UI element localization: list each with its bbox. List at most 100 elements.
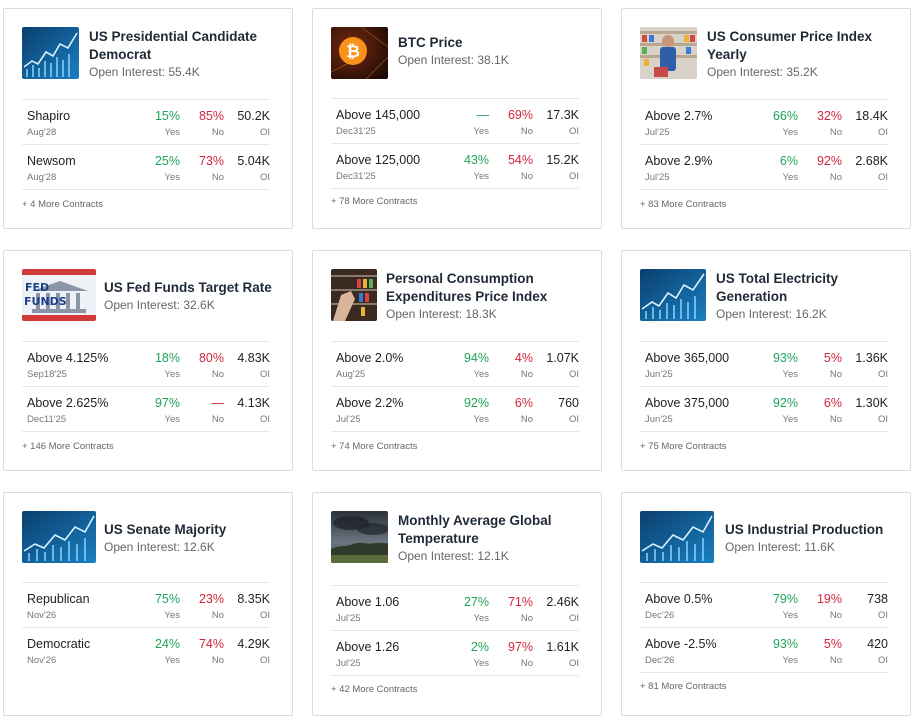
yes-price[interactable]: 6% Yes [758,154,798,183]
no-price[interactable]: 74% No [184,637,224,666]
oi-value: 1.36K [855,351,888,365]
more-contracts-link[interactable]: + 75 More Contracts [640,441,727,452]
no-price[interactable]: 32% No [802,109,842,138]
more-contracts-link[interactable]: + 74 More Contracts [331,441,418,452]
no-label: No [520,613,533,624]
oi-value: 738 [867,592,888,606]
yes-price[interactable]: 79% Yes [758,592,798,621]
yes-price[interactable]: 24% Yes [140,637,180,666]
no-price[interactable]: — No [184,396,225,425]
market-card-global-temperature[interactable]: Monthly Average Global Temperature Open … [312,492,602,716]
yes-price[interactable]: 2% Yes [449,640,489,669]
no-price[interactable]: 97% No [493,640,533,669]
yes-price[interactable]: — Yes [449,108,490,137]
no-price[interactable]: 23% No [184,592,224,621]
contract-label: Above 365,000 [645,351,730,365]
more-contracts-link[interactable]: + 42 More Contracts [331,684,418,695]
yes-price[interactable]: 43% Yes [449,153,489,182]
market-title[interactable]: US Senate Majority [104,521,227,537]
contract-label: Newsom [27,154,76,168]
no-price[interactable]: 69% No [493,108,533,137]
more-contracts-link[interactable]: + 81 More Contracts [640,681,727,692]
contract-row[interactable]: Above 2.2% Jul'25 92% Yes 6% No 760 OI [331,386,579,432]
oi-value: 5.04K [237,154,270,168]
no-label: No [211,369,224,380]
no-price[interactable]: 73% No [184,154,224,183]
contracts-list: Above 4.125% Sep18'25 18% Yes 80% No 4.83K… [22,341,270,432]
yes-price[interactable]: 15% Yes [140,109,180,138]
yes-price[interactable]: 97% Yes [140,396,180,425]
market-title[interactable]: US Presidential Candidate Democrat [89,28,258,62]
contract-row[interactable]: Democratic Nov'26 24% Yes 74% No 4.29K OI [22,627,270,672]
contract-row[interactable]: Above 4.125% Sep18'25 18% Yes 80% No 4.83K… [22,341,270,386]
yes-price[interactable]: 92% Yes [758,396,798,425]
contract-row[interactable]: Above 365,000 Jun'25 93% Yes 5% No 1.36K OI [640,341,888,386]
contract-row[interactable]: Above 375,000 Jun'25 92% Yes 6% No 1.30K OI [640,386,888,432]
contract-row[interactable]: Republican Nov'26 75% Yes 23% No 8.35K OI [22,582,270,627]
no-value: 5% [823,637,842,651]
oi-label: OI [568,171,579,182]
yes-label: Yes [782,127,799,138]
market-card-btc-price[interactable]: ₿ BTC Price Open Interest: 38.1K Above 1… [312,8,602,229]
yes-price[interactable]: 18% Yes [140,351,180,380]
yes-price[interactable]: 75% Yes [140,592,180,621]
market-title[interactable]: BTC Price [398,34,463,50]
contract-row[interactable]: Above 145,000 Dec31'25 — Yes 69% No 17.3K O… [331,98,579,143]
market-title[interactable]: US Fed Funds Target Rate [104,279,272,295]
contract-date: Jul'25 [645,172,670,183]
market-title[interactable]: US Industrial Production [725,521,884,537]
market-title[interactable]: Personal Consumption Expenditures Price … [386,270,548,304]
yes-price[interactable]: 93% Yes [758,351,798,380]
card-header: Monthly Average Global Temperature Open … [331,511,591,563]
market-card-pce-index[interactable]: Personal Consumption Expenditures Price … [312,250,602,471]
market-card-electricity-generation[interactable]: US Total Electricity Generation Open Int… [621,250,911,471]
market-card-cpi-yearly[interactable]: US Consumer Price Index Yearly Open Inte… [621,8,911,229]
contract-row[interactable]: Above 2.9% Jul'25 6% Yes 92% No 2.68K OI [640,144,888,190]
open-interest: Open Interest: 12.6K [104,539,215,554]
no-price[interactable]: 80% No [184,351,224,380]
contract-row[interactable]: Above 2.625% Dec11'25 97% Yes — No 4.13K OI [22,386,270,432]
market-title[interactable]: US Consumer Price Index Yearly [707,28,873,62]
no-price[interactable]: 5% No [802,637,842,666]
more-contracts-link[interactable]: + 78 More Contracts [331,196,418,207]
no-price[interactable]: 19% No [802,592,842,621]
contract-row[interactable]: Above 1.06 Jul'25 27% Yes 71% No 2.46K OI [331,585,579,630]
no-price[interactable]: 6% No [493,396,533,425]
contract-row[interactable]: Above 2.0% Aug'25 94% Yes 4% No 1.07K OI [331,341,579,386]
market-title[interactable]: Monthly Average Global Temperature [398,512,552,546]
contract-row[interactable]: Above 0.5% Dec'26 79% Yes 19% No 738 OI [640,582,888,627]
contract-row[interactable]: Above 1.26 Jul'25 2% Yes 97% No 1.61K OI [331,630,579,676]
contract-row[interactable]: Newsom Aug'28 25% Yes 73% No 5.04K OI [22,144,270,190]
no-price[interactable]: 5% No [802,351,842,380]
contract-date: Sep18'25 [27,369,67,380]
no-price[interactable]: 6% No [802,396,842,425]
market-card-presidential-democrat[interactable]: US Presidential Candidate Democrat Open … [3,8,293,229]
market-card-senate-majority[interactable]: US Senate Majority Open Interest: 12.6K … [3,492,293,716]
yes-price[interactable]: 94% Yes [449,351,489,380]
more-contracts-link[interactable]: + 146 More Contracts [22,441,114,452]
yes-price[interactable]: 92% Yes [449,396,489,425]
yes-price[interactable]: 25% Yes [140,154,180,183]
card-header: Personal Consumption Expenditures Price … [331,269,591,321]
card-header: US Total Electricity Generation Open Int… [640,269,900,321]
market-card-industrial-production[interactable]: US Industrial Production Open Interest: … [621,492,911,716]
card-header: ₿ BTC Price Open Interest: 38.1K [331,27,591,79]
contract-row[interactable]: Above 125,000 Dec31'25 43% Yes 54% No 15.2… [331,143,579,189]
market-title[interactable]: US Total Electricity Generation [716,270,839,304]
no-price[interactable]: 4% No [493,351,533,380]
more-contracts-link[interactable]: + 83 More Contracts [640,199,727,210]
yes-price[interactable]: 93% Yes [758,637,798,666]
no-price[interactable]: 85% No [184,109,224,138]
oi-value: 8.35K [237,592,270,606]
yes-price[interactable]: 27% Yes [449,595,489,624]
no-price[interactable]: 92% No [802,154,842,183]
contract-row[interactable]: Above 2.7% Jul'25 66% Yes 32% No 18.4K OI [640,99,888,144]
no-price[interactable]: 71% No [493,595,533,624]
contract-row[interactable]: Shapiro Aug'28 15% Yes 85% No 50.2K OI [22,99,270,144]
contract-row[interactable]: Above -2.5% Dec'26 93% Yes 5% No 420 OI [640,627,888,673]
contract-label: Democratic [27,637,91,651]
market-card-fed-funds[interactable]: FED FUNDS US Fed Funds Target Rate Open I… [3,250,293,471]
yes-price[interactable]: 66% Yes [758,109,798,138]
more-contracts-link[interactable]: + 4 More Contracts [22,199,104,210]
no-price[interactable]: 54% No [493,153,533,182]
